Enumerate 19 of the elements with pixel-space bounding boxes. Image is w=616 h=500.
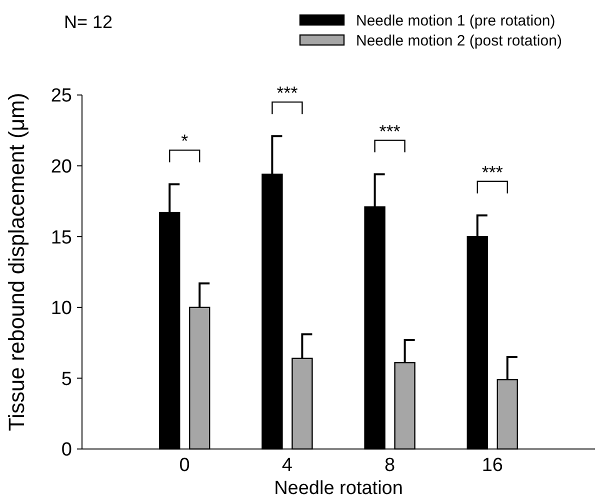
y-axis-title: Tissue rebound displacement (μm) — [4, 92, 29, 432]
annotation: *** — [379, 121, 400, 142]
y-tick-label: 5 — [61, 368, 72, 390]
y-tick-label: 20 — [50, 156, 72, 178]
x-tick-label: 8 — [384, 455, 396, 476]
x-tick-label: 16 — [482, 455, 503, 476]
x-axis-title: Needle rotation — [274, 478, 403, 499]
annotation: *** — [276, 83, 298, 104]
legend-label: Needle motion 2 (post rotation) — [356, 32, 562, 50]
y-tick-label: 25 — [50, 86, 72, 107]
y-tick-label: 15 — [50, 227, 72, 248]
annotation: *** — [482, 162, 503, 182]
legend-label: Needle motion 1 (pre rotation) — [356, 12, 556, 30]
text: N= 12 — [64, 12, 113, 32]
x-tick-label: 0 — [179, 455, 190, 476]
annotation: * — [181, 131, 188, 152]
y-tick-label: 0 — [61, 440, 72, 461]
x-tick-label: 4 — [282, 455, 293, 476]
y-tick-label: 10 — [50, 298, 72, 320]
